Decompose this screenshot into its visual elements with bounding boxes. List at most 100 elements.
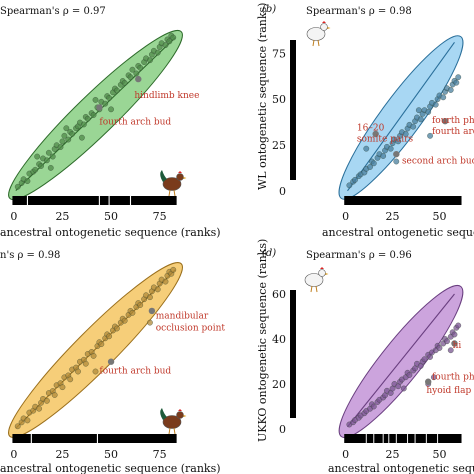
panel-d-rug-tick-50	[454, 434, 458, 443]
panel-d-ytick-2: 40	[272, 333, 286, 346]
panel-a-rug-tick-47	[109, 196, 113, 205]
panel-d-rug-tick-41	[438, 434, 441, 443]
panel-c-rug-tick-48	[109, 434, 113, 443]
panel-b-point-7	[367, 164, 373, 170]
panel-c-rug-tick-76	[164, 434, 167, 443]
panel-d-rug-tick-46	[447, 434, 451, 443]
panel-b-tick-labels: 0 25 50 75 0 25 50	[272, 47, 446, 223]
panel-b-rug-tick-11	[364, 196, 368, 205]
panel-a-point-44	[133, 70, 140, 77]
panel-a-rug-tick-49	[113, 196, 117, 205]
panel-a-rug-tick-56	[127, 196, 130, 205]
panel-a-rug-tick-78	[171, 196, 175, 205]
panel-a-point-18	[65, 136, 72, 143]
panel-a-rug-tick-40	[92, 196, 95, 205]
panel-a-rug-tick-12	[37, 196, 41, 205]
panel-c-rug-tick-24	[61, 434, 64, 443]
panel-a-rug-tick-76	[167, 196, 171, 205]
panel-c-rug-tick-16	[45, 434, 49, 443]
panel-c-rug-tick-51	[115, 434, 119, 443]
panel-a-rug-tick-43	[99, 196, 103, 205]
panel-a-xtick-3: 75	[153, 210, 167, 223]
panel-a-rug-tick-38	[88, 196, 92, 205]
panel-c-rug-tick-63	[138, 434, 142, 443]
panel-c-rug-tick-43	[99, 434, 103, 443]
panel-d-rug-tick-10	[363, 434, 366, 443]
rooster-icon	[160, 408, 187, 435]
panel-c-rug-tick-25	[62, 434, 66, 443]
panel-c-point-43	[129, 309, 136, 316]
panel-b-rug-tick-25	[391, 196, 394, 205]
panel-d-point-43	[455, 322, 462, 329]
panel-b-rug-tick-8	[359, 196, 363, 205]
panel-a-point-61	[47, 165, 54, 171]
panel-d-rug-tick-27	[404, 434, 408, 443]
panel-c-rug-tick-59	[131, 434, 134, 443]
panel-a-rug-tick-67	[150, 196, 154, 205]
panel-d-rug-tick-45	[445, 434, 449, 443]
panel-b-annotation-4: fourth arc	[432, 127, 474, 137]
panel-a-icon-body	[162, 177, 182, 191]
panel-b-rug-tick-7	[357, 196, 361, 205]
panel-d-rug-tick-29	[409, 434, 413, 443]
panel-d-rug-tick-28	[408, 434, 411, 443]
panel-c-highlight-point-0	[107, 358, 115, 365]
panel-a-rug-tick-75	[166, 196, 169, 205]
panel-c-icon-head	[176, 411, 184, 419]
panel-a-icon-head	[176, 173, 184, 181]
panel-a-rug-tick-48	[111, 196, 115, 205]
panel-a-rug-tick-8	[29, 196, 33, 205]
panel-a-rug-tick-39	[90, 196, 94, 205]
panel-c-point-37	[114, 325, 120, 332]
panel-b-rug-tick-9	[361, 196, 364, 205]
panel-a-rug-tick-74	[164, 196, 167, 205]
panel-c-point-19	[67, 376, 74, 383]
panel-a-rug-tick-1	[14, 196, 18, 205]
panel-b-point-46	[427, 132, 433, 139]
panel-d-rug-tick-43	[441, 434, 445, 443]
panel-b-icon-comb	[322, 21, 326, 23]
panel-b-subtitle: Spearman's ρ = 0.98	[306, 6, 412, 17]
panel-b-rug-tick-56	[449, 196, 453, 205]
panel-b-rug-tick-29	[398, 196, 402, 205]
panel-b-rug-tick-6	[355, 196, 359, 205]
panel-d-rug-tick-3	[349, 434, 353, 443]
panel-b-rug-tick-42	[423, 196, 426, 205]
panel-b-rug-tick-20	[381, 196, 385, 205]
panel-d-rug-tick-8	[359, 434, 363, 443]
panel-a-point-16	[59, 138, 66, 145]
panel-b-ytick-0: 0	[279, 185, 286, 198]
panel-d-icon-beak	[325, 273, 329, 275]
panel-a-point-65	[108, 106, 114, 113]
panel-a-rug-tick-3	[18, 196, 22, 205]
panel-c-xtick-2: 50	[104, 448, 118, 461]
panel-a-xtick-0: 0	[10, 210, 17, 223]
panel-a-highlight-point-1	[135, 75, 142, 83]
panel-c-point-55	[162, 278, 169, 285]
panel-b-point-2	[352, 176, 358, 183]
panel-d-highlight-point-1	[451, 340, 458, 347]
panel-c-rug-tick-36	[84, 434, 88, 443]
panel-d-rug-tick-31	[415, 434, 419, 443]
panel-d-ytick-3: 60	[272, 288, 286, 301]
panel-c-rug-tick-22	[57, 434, 60, 443]
panel-b-rug-tick-24	[389, 196, 393, 205]
panel-a-point-46	[137, 64, 144, 71]
panel-b-rug-tick-52	[441, 196, 445, 205]
panel-c-rug-tick-18	[49, 434, 53, 443]
panel-d-rug-tick-9	[361, 434, 364, 443]
panel-a-rug-tick-26	[64, 196, 68, 205]
panel-a-point-8	[38, 163, 44, 169]
panel-c-icon-body	[162, 415, 182, 429]
panel-a-rug-tick-57	[131, 196, 134, 205]
panel-a-annotation-0: hindlimb knee	[134, 91, 199, 101]
panel-a-rug-tick-44	[101, 196, 105, 205]
panel-c-point-10	[44, 397, 50, 404]
panel-c-rug-tick-71	[154, 434, 158, 443]
panel-d-xlabel: ancestral ontogenetic sequence (ranks)	[328, 462, 474, 474]
panel-b-rug-tick-17	[376, 196, 379, 205]
panel-c-rug-tick-12	[37, 434, 41, 443]
panel-c-rug-tick-47	[107, 434, 111, 443]
panel-c-rug-tick-46	[105, 434, 109, 443]
panel-a-rug-tick-18	[49, 196, 53, 205]
